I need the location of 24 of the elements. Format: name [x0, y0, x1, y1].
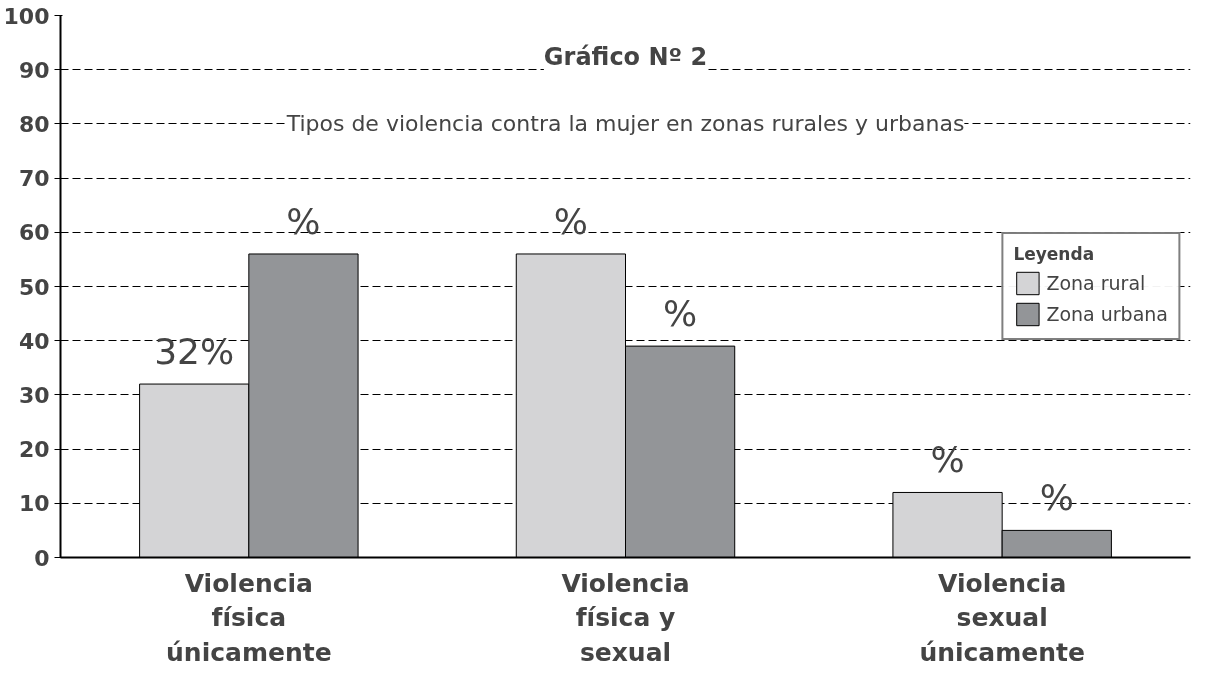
x-tick-label: Violencia sexual únicamente	[919, 568, 1085, 668]
y-tick-label: 80	[18, 111, 50, 137]
y-tick-label: 40	[18, 328, 50, 354]
y-tick-label: 10	[18, 491, 50, 517]
data-label: %	[286, 200, 321, 242]
y-tick-label: 100	[3, 3, 50, 29]
data-label: %	[553, 200, 588, 242]
y-tick-label: 0	[34, 545, 50, 571]
data-label: %	[663, 293, 698, 335]
y-tick-label: 30	[18, 382, 50, 408]
y-tick-label: 20	[18, 437, 50, 463]
y-tick-label: 70	[18, 166, 50, 192]
legend-label: Zona rural	[1046, 272, 1146, 294]
y-tick-label: 60	[18, 220, 50, 246]
x-tick-label: Violencia física y sexual	[561, 568, 690, 668]
legend-title: Leyenda	[1013, 244, 1096, 264]
y-tick-label: 90	[18, 57, 50, 83]
data-label: 32%	[154, 331, 235, 373]
data-label: %	[930, 439, 965, 481]
text: Tipos de violencia contra la mujer en zonas rurales y urbanas	[285, 110, 965, 136]
legend-label: Zona urbana	[1046, 303, 1168, 325]
x-tick-label: Violencia física únicamente	[166, 568, 332, 668]
text: Gráfico Nº 2	[543, 42, 708, 71]
y-tick-label: 50	[18, 274, 50, 300]
